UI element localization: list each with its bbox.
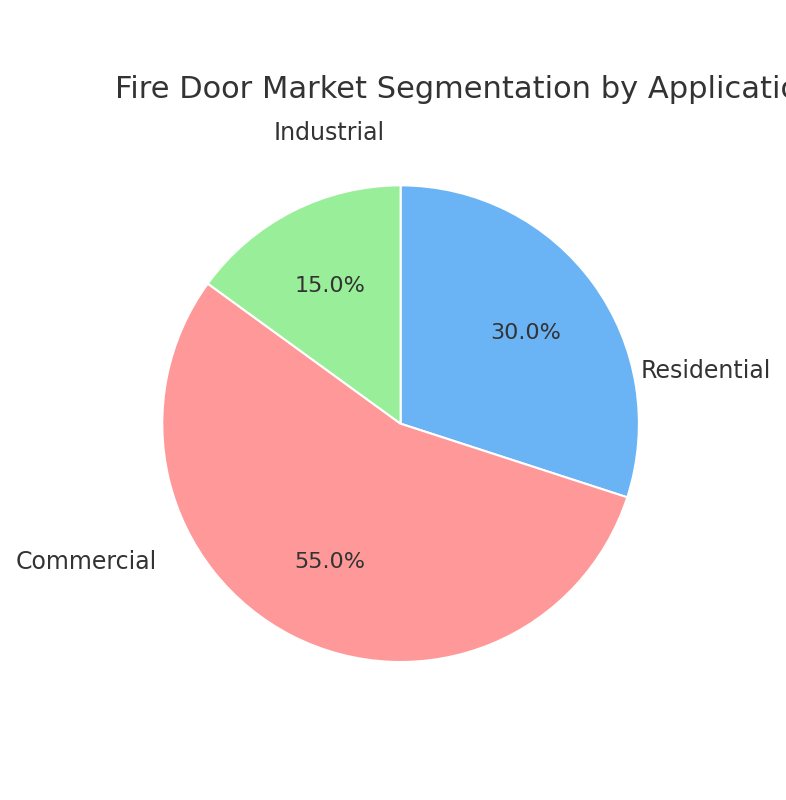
- Text: 15.0%: 15.0%: [295, 276, 365, 296]
- Wedge shape: [162, 283, 627, 662]
- Wedge shape: [401, 186, 639, 498]
- Text: 55.0%: 55.0%: [295, 552, 365, 572]
- Text: Commercial: Commercial: [16, 550, 156, 574]
- Text: 30.0%: 30.0%: [490, 322, 561, 342]
- Text: Fire Door Market Segmentation by Application (2024): Fire Door Market Segmentation by Applica…: [115, 75, 786, 104]
- Text: Residential: Residential: [641, 359, 771, 383]
- Text: Industrial: Industrial: [274, 121, 384, 145]
- Wedge shape: [208, 186, 401, 424]
